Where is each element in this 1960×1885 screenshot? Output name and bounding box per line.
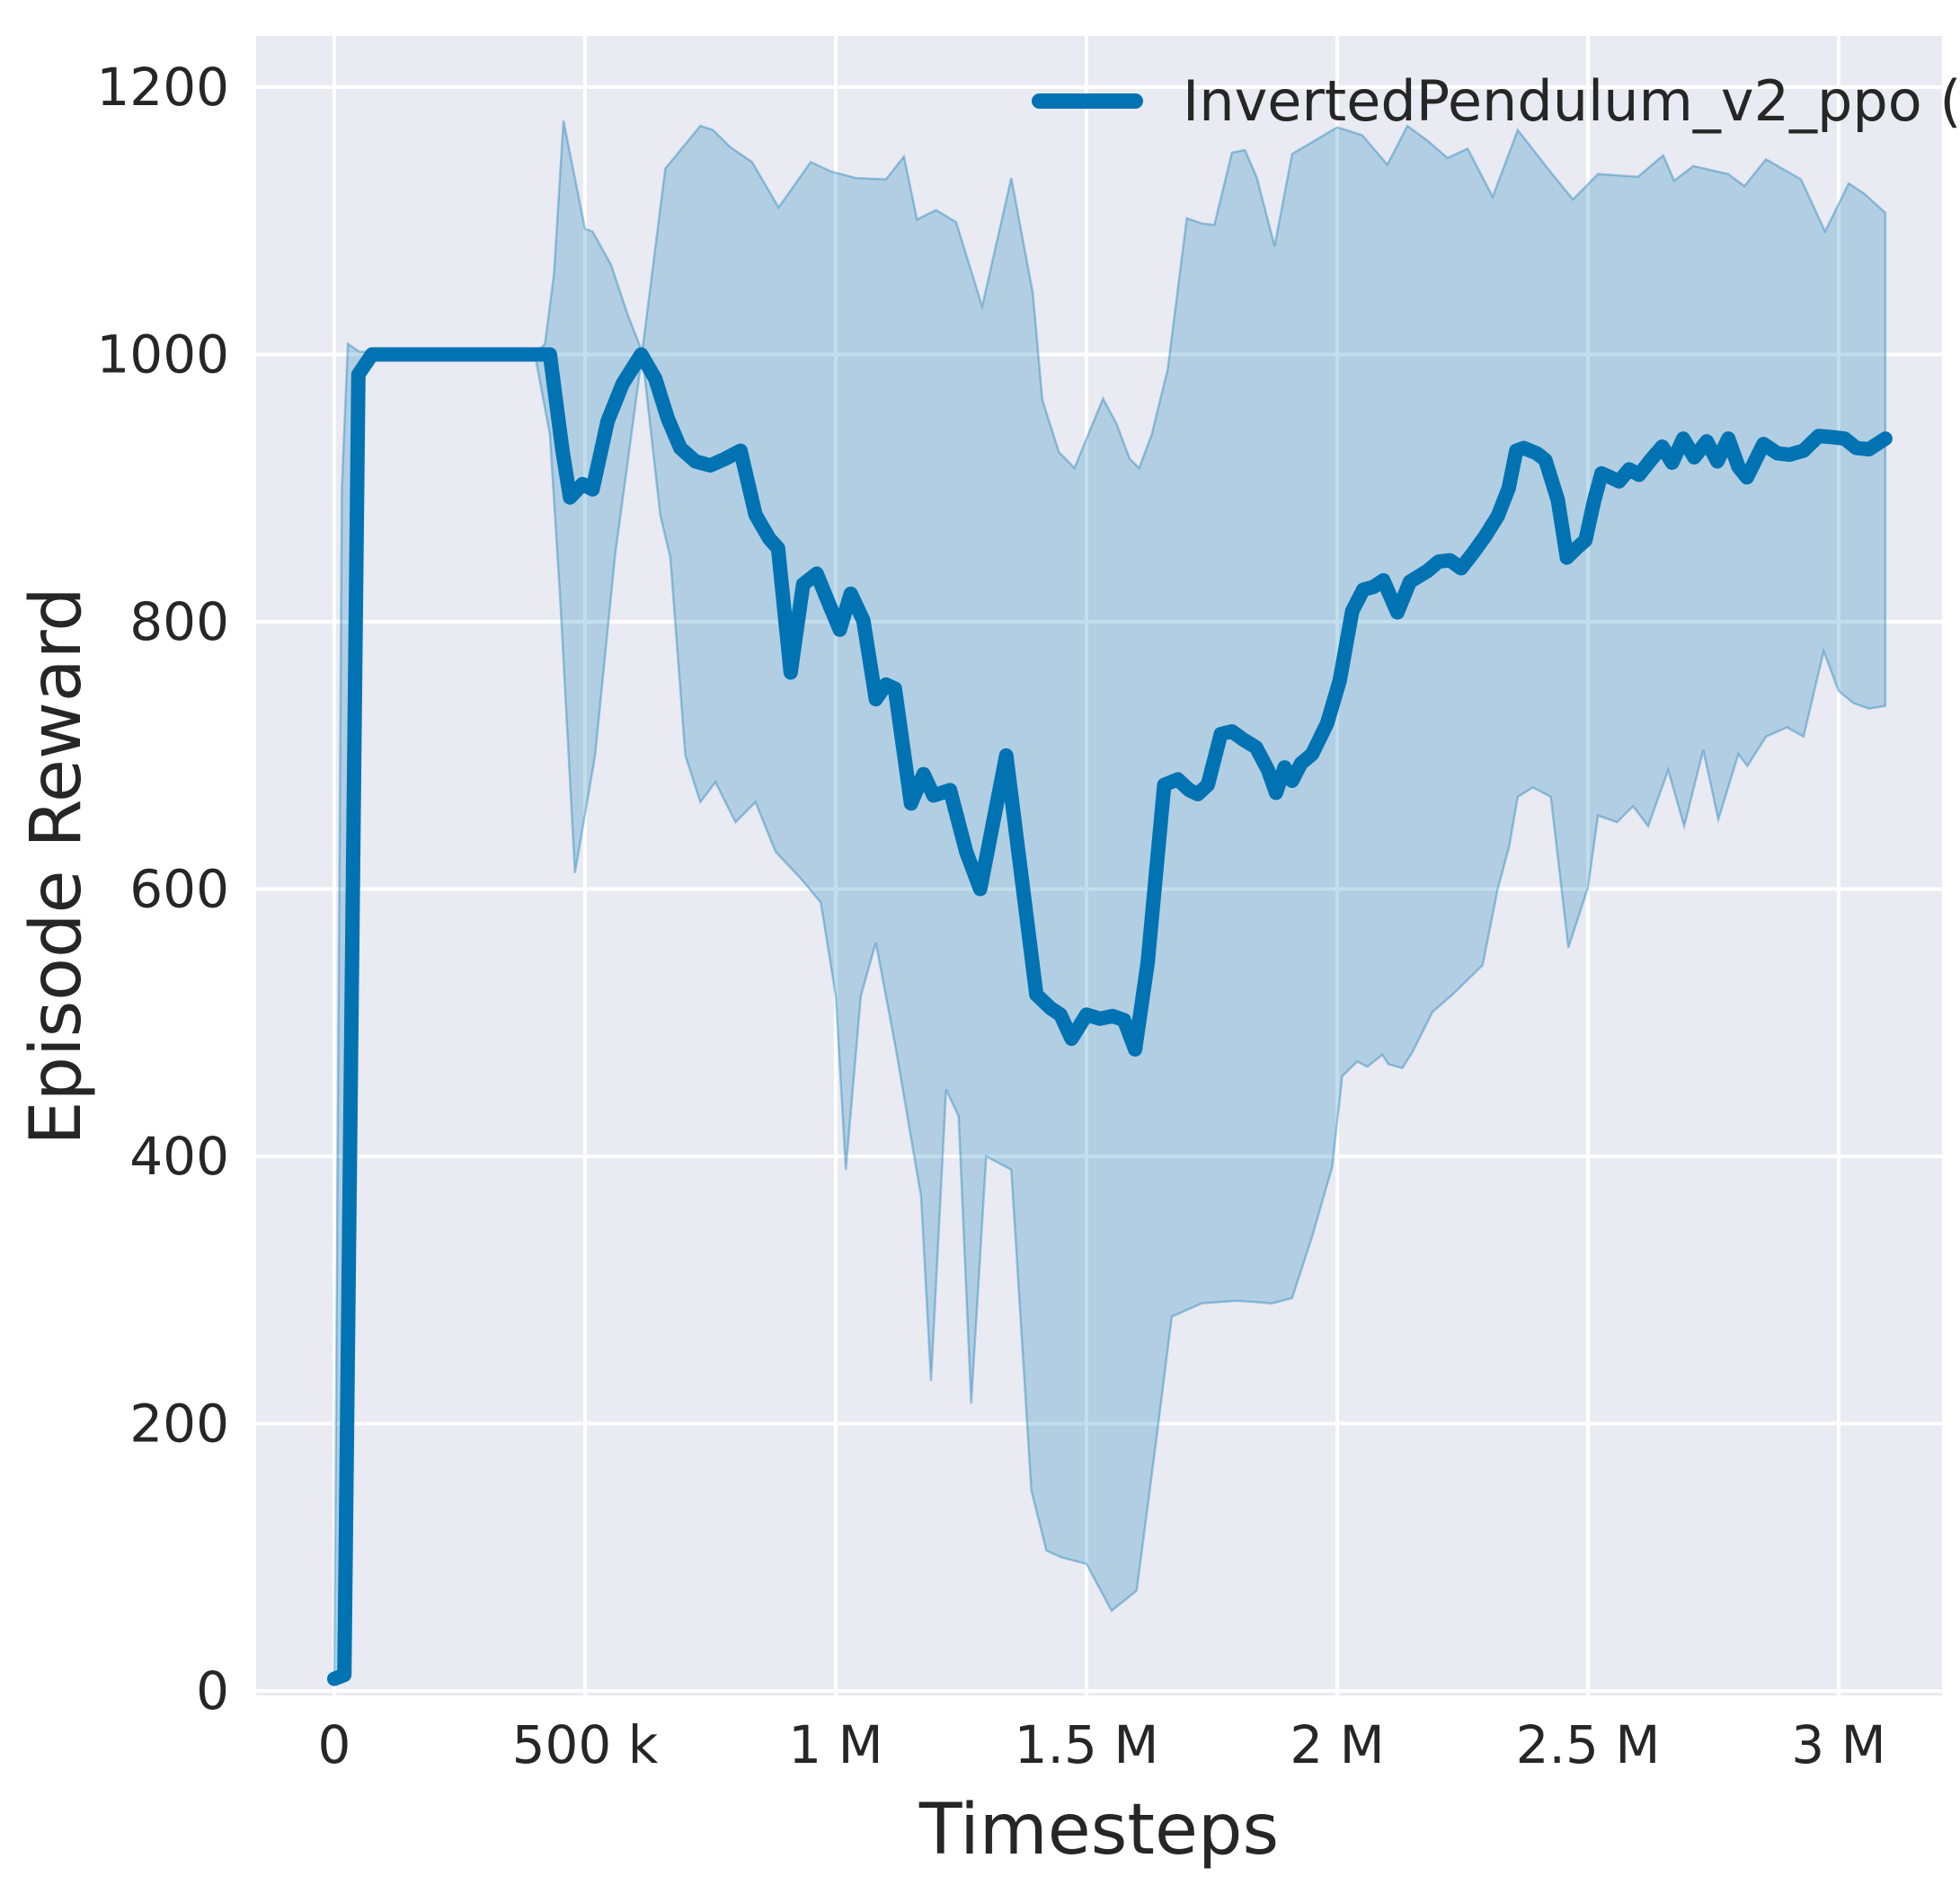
y-tick-label: 0 — [196, 1660, 229, 1721]
x-axis-label: Timesteps — [918, 1790, 1280, 1871]
x-tick-label: 500 k — [512, 1714, 659, 1775]
x-tick-label: 2.5 M — [1516, 1714, 1661, 1775]
y-axis-label-wrap: Episode Reward — [7, 36, 106, 1695]
y-axis-label: Episode Reward — [16, 586, 98, 1146]
y-tick-label: 800 — [129, 591, 229, 652]
plot-area — [256, 36, 1942, 1695]
x-tick-label: 1 M — [788, 1714, 882, 1775]
legend: InvertedPendulum_v2_ppo (10) — [1032, 68, 1960, 134]
y-tick-label: 1000 — [96, 324, 229, 385]
y-tick-label: 600 — [129, 859, 229, 920]
gridlines — [256, 36, 1942, 1695]
x-tick-label: 0 — [318, 1714, 351, 1775]
y-tick-label: 200 — [129, 1394, 229, 1455]
y-tick-label: 1200 — [96, 57, 229, 118]
x-tick-label: 3 M — [1791, 1714, 1885, 1775]
x-tick-label: 2 M — [1290, 1714, 1384, 1775]
legend-entry-label: InvertedPendulum_v2_ppo (10) — [1183, 68, 1960, 134]
y-tick-label: 400 — [129, 1126, 229, 1187]
tick-labels: 0 200 400 600 800 1000 1200 0 500 k 1 M 1.5 M 2 M 2.… — [96, 57, 1885, 1775]
mean-reward-line — [327, 347, 1893, 1686]
x-tick-label: 1.5 M — [1015, 1714, 1159, 1775]
legend-line-swatch — [1032, 93, 1143, 109]
